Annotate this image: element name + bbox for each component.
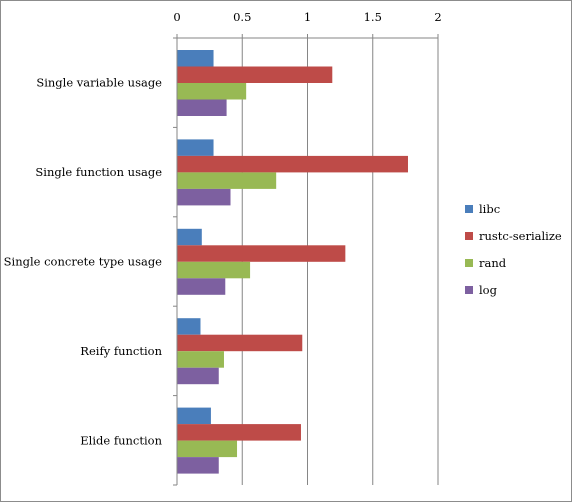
bar-rand (177, 172, 277, 189)
category-label: Reify function (80, 344, 162, 358)
category-label: Single variable usage (36, 76, 162, 90)
bar-libc (177, 50, 214, 67)
legend-swatch-rand (465, 259, 473, 267)
bar-rustc-serialize (177, 245, 346, 262)
bar-rand (177, 440, 238, 458)
x-tick-label: 2 (434, 10, 441, 24)
bar-rand (177, 261, 251, 279)
legend-swatch-libc (465, 205, 473, 213)
bar-log (177, 367, 219, 385)
bar-libc (177, 407, 211, 425)
bar-log (177, 99, 227, 116)
legend-label-log: log (479, 283, 498, 297)
x-tick-label: 1.5 (364, 10, 382, 24)
legend-swatch-rustc-serialize (465, 232, 473, 240)
legend: libc rustc-serialize rand log (465, 202, 562, 297)
bar-libc (177, 139, 214, 156)
legend-swatch-log (465, 286, 473, 294)
bar-log (177, 457, 219, 474)
x-tick-labels: 0 0.5 1 1.5 2 (173, 10, 441, 24)
category-label: Single function usage (35, 165, 162, 179)
bar-libc (177, 228, 202, 246)
axis (173, 34, 439, 486)
bar-rustc-serialize (177, 334, 303, 352)
bar-rand (177, 351, 224, 368)
x-tick-label: 1 (304, 10, 311, 24)
category-label: Single concrete type usage (4, 255, 163, 269)
legend-label-libc: libc (479, 202, 500, 216)
x-tick-label: 0 (173, 10, 180, 24)
x-tick-label: 0.5 (233, 10, 251, 24)
bar-rand (177, 83, 247, 100)
category-labels: Single variable usage Single function usa… (4, 76, 163, 448)
category-label: Elide function (80, 433, 162, 447)
bar-rustc-serialize (177, 66, 333, 83)
bars (177, 50, 408, 474)
legend-label-rand: rand (479, 256, 507, 270)
bar-libc (177, 318, 201, 335)
bar-rustc-serialize (177, 155, 408, 173)
bar-log (177, 278, 226, 295)
legend-label-rustc-serialize: rustc-serialize (479, 229, 562, 243)
bar-rustc-serialize (177, 424, 301, 441)
bar-log (177, 188, 231, 206)
